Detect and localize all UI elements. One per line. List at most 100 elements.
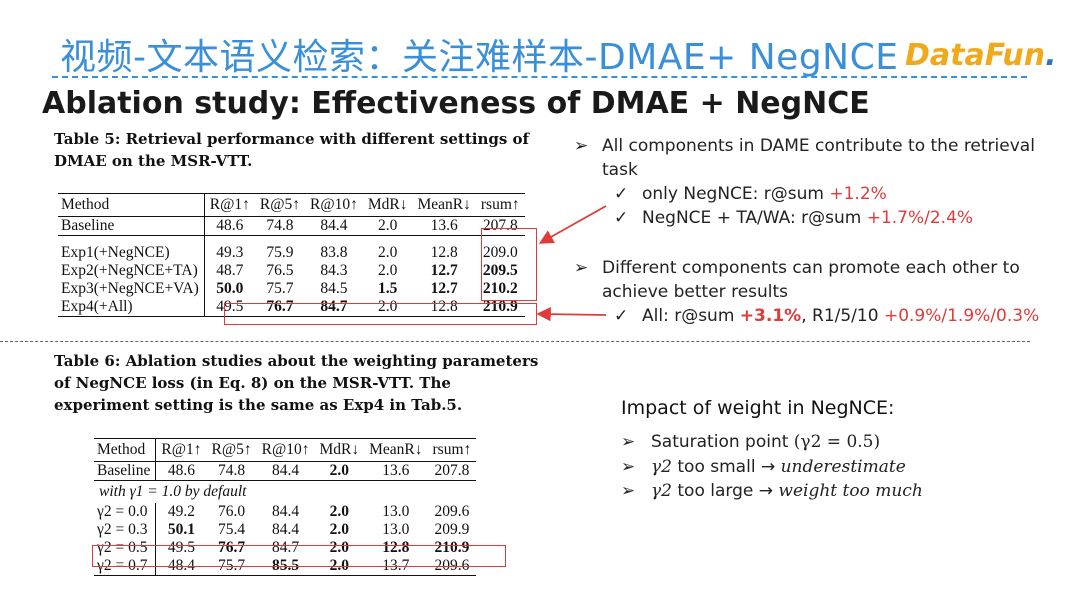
- arrow-bullet-icon: ➢: [574, 136, 589, 156]
- table-row: Exp4(+All) 49.5 76.7 84.7 2.0 12.8 210.9: [58, 298, 525, 317]
- highlight-box-rsum: [481, 228, 537, 301]
- cell: 210.2: [482, 280, 518, 297]
- cell: γ2 = 0.5: [94, 539, 157, 557]
- cell: 48.6: [204, 216, 255, 236]
- table-row: Baseline 48.6 74.8 84.4 2.0 13.6 207.8: [94, 461, 477, 481]
- cell: 48.6: [155, 461, 207, 481]
- cell: Baseline: [94, 461, 157, 481]
- cell: Exp2(+NegNCE+TA): [58, 262, 205, 280]
- col-header: R@1↑: [204, 193, 255, 217]
- bullet-point: ➢ Different components can promote each …: [574, 256, 1064, 304]
- annotation-arrows: [536, 205, 607, 322]
- gain-value: +1.2%: [829, 184, 887, 204]
- cell: 76.0: [218, 503, 246, 520]
- sub-bullet: ✓ NegNCE + TA/WA: r@sum +1.7%/2.4%: [574, 206, 1064, 230]
- table-row: Exp1(+NegNCE) 49.3 75.9 83.8 2.0 12.8 20…: [58, 244, 525, 262]
- sub-bullet-text: , R1/5/10: [801, 306, 884, 326]
- cell: 74.8: [206, 461, 257, 481]
- cell: 2.0: [314, 461, 365, 481]
- col-header: MdR↓: [362, 193, 413, 217]
- table-row: γ2 = 0.3 50.1 75.4 84.4 2.0 13.0 209.9: [94, 521, 476, 539]
- col-header: rsum↑: [475, 193, 525, 217]
- cell: 2.0: [329, 503, 349, 520]
- table-note: with γ1 = 1.0 by default: [99, 483, 247, 500]
- bullet-text: Different components can promote each ot…: [602, 258, 1020, 302]
- cell: 2.0: [329, 521, 349, 538]
- cell: 2.0: [362, 298, 413, 317]
- cell: 76.7: [254, 298, 305, 317]
- arrow-to-exp4: [536, 306, 607, 322]
- section-divider: [0, 341, 1030, 342]
- cell: 12.7: [430, 280, 458, 297]
- logo-text: DataFun: [905, 38, 1046, 73]
- col-header: MdR↓: [314, 438, 365, 462]
- cell: 50.0: [216, 280, 244, 297]
- cell: 83.8: [320, 244, 348, 261]
- cell: 84.4: [256, 461, 315, 481]
- cell: 75.7: [266, 280, 294, 297]
- cell: 207.8: [427, 461, 477, 481]
- bullet-point: ➢ γ2 too large → weight too much: [621, 479, 923, 504]
- col-header: Method: [58, 193, 205, 217]
- math-symbol: γ2: [651, 456, 672, 477]
- col-header: Method: [94, 438, 157, 462]
- arrow-bullet-icon: ➢: [621, 456, 636, 477]
- cell: 48.4: [155, 557, 207, 576]
- bullet-point: ➢ All components in DAME contribute to t…: [574, 134, 1064, 182]
- cell: Baseline: [58, 216, 205, 236]
- title-divider: [52, 76, 1027, 78]
- table-row: γ2 = 0.5 49.5 76.7 84.7 2.0 12.8 210.9: [94, 539, 476, 557]
- cell: 75.4: [218, 521, 246, 538]
- cell: 210.9: [434, 539, 470, 556]
- cell: 76.5: [266, 262, 294, 279]
- cell: 13.0: [382, 521, 410, 538]
- bullet-text: All components in DAME contribute to the…: [602, 136, 1035, 180]
- cell: 209.9: [434, 521, 470, 538]
- math-symbol: γ2: [651, 481, 672, 501]
- cell: γ2 = 0.0: [94, 503, 157, 521]
- table-row: γ2 = 0.0 49.2 76.0 84.4 2.0 13.0 209.6: [94, 503, 476, 521]
- table-header-row: Method R@1↑ R@5↑ R@10↑ MdR↓ MeanR↓ rsum↑: [58, 193, 525, 217]
- cell: 12.8: [430, 244, 458, 261]
- table-row: Exp3(+NegNCE+VA) 50.0 75.7 84.5 1.5 12.7…: [58, 280, 525, 298]
- cell: 84.7: [272, 539, 300, 556]
- impact-heading: Impact of weight in NegNCE:: [621, 397, 895, 419]
- check-icon: ✓: [614, 306, 629, 326]
- table6: Method R@1↑ R@5↑ R@10↑ MdR↓ MeanR↓ rsum↑…: [94, 438, 477, 576]
- cell: 209.6: [434, 503, 470, 520]
- gain-value: +0.9%/1.9%/0.3%: [883, 306, 1040, 326]
- table5-caption: Table 5: Retrieval performance with diff…: [54, 130, 529, 170]
- sub-bullet: ✓ All: r@sum +3.1%, R1/5/10 +0.9%/1.9%/0…: [574, 304, 1064, 328]
- cell: Exp4(+All): [58, 298, 205, 317]
- cell: 209.5: [482, 262, 518, 279]
- cell: 50.1: [167, 521, 195, 538]
- arrow-bullet-icon: ➢: [621, 481, 636, 501]
- cell: 49.3: [216, 244, 244, 261]
- cell: 84.7: [305, 298, 363, 317]
- cell: Exp1(+NegNCE): [58, 244, 205, 262]
- table5: Method R@1↑ R@5↑ R@10↑ MdR↓ MeanR↓ rsum↑…: [58, 193, 525, 317]
- bullet-text: Saturation point: [651, 432, 794, 452]
- cell: 12.7: [430, 262, 458, 279]
- gain-value: +1.7%/2.4%: [866, 208, 974, 228]
- cell: 13.6: [412, 216, 476, 236]
- table-row: Baseline 48.6 74.8 84.4 2.0 13.6 207.8: [58, 216, 525, 236]
- spacer-row: [58, 235, 525, 244]
- cell: 1.5: [378, 280, 398, 297]
- sub-bullet-text: All: r@sum: [642, 306, 740, 326]
- table-note-row: with γ1 = 1.0 by default: [94, 481, 476, 504]
- bullet-text: too small →: [671, 456, 781, 477]
- cell: 48.7: [216, 262, 244, 279]
- math-expression: weight too much: [778, 481, 923, 501]
- gain-value: +3.1%: [739, 306, 802, 326]
- col-header: MeanR↓: [364, 438, 428, 462]
- cell: 13.6: [364, 461, 428, 481]
- col-header: R@10↑: [256, 438, 315, 462]
- col-header: R@10↑: [305, 193, 363, 217]
- cell: 12.8: [382, 539, 410, 556]
- findings-group-2: ➢ Different components can promote each …: [574, 256, 1064, 328]
- table6-caption: Table 6: Ablation studies about the weig…: [54, 352, 539, 414]
- sub-bullet: ✓ only NegNCE: r@sum +1.2%: [574, 182, 1064, 206]
- cell: 76.7: [218, 539, 246, 556]
- check-icon: ✓: [614, 208, 629, 228]
